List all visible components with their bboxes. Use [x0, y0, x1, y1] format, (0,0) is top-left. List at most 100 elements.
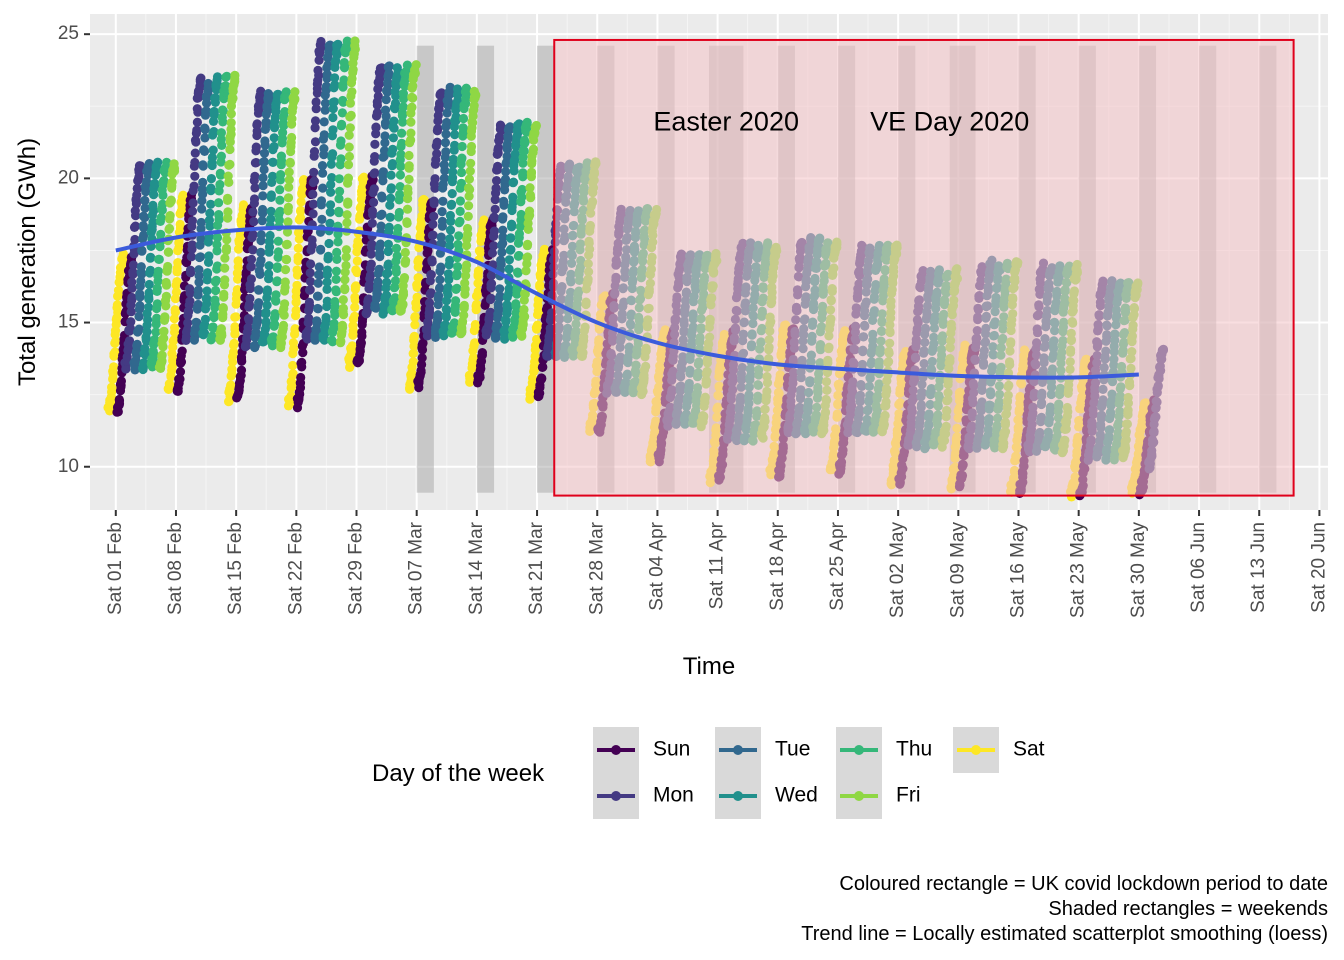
data-point: [246, 262, 256, 272]
data-point: [297, 357, 307, 367]
data-point: [326, 159, 336, 169]
data-point: [223, 171, 233, 181]
data-point: [269, 141, 279, 152]
data-point: [532, 334, 542, 344]
data-point: [159, 333, 169, 343]
data-point: [395, 189, 405, 200]
data-point: [273, 247, 283, 257]
data-point: [328, 149, 338, 159]
data-point: [311, 97, 321, 107]
data-point: [275, 206, 285, 216]
data-point: [411, 60, 421, 70]
data-point: [336, 154, 346, 164]
data-point: [256, 255, 266, 265]
data-point: [464, 191, 474, 201]
data-point: [395, 182, 405, 192]
data-point: [489, 226, 499, 236]
data-point: [340, 61, 350, 71]
data-point: [408, 93, 418, 103]
data-point: [259, 157, 269, 167]
data-point: [390, 276, 401, 286]
data-point: [312, 316, 322, 326]
data-point: [323, 60, 333, 70]
data-point: [187, 240, 197, 250]
data-point: [318, 183, 328, 193]
data-point: [430, 174, 440, 184]
data-point: [225, 159, 235, 169]
data-point: [198, 177, 208, 187]
data-point: [192, 318, 202, 328]
data-point: [192, 117, 202, 127]
data-point: [329, 322, 340, 332]
data-point: [384, 222, 394, 232]
data-point: [412, 280, 422, 290]
data-point: [383, 259, 393, 269]
data-point: [183, 324, 193, 334]
data-point: [470, 320, 480, 330]
data-point: [126, 307, 136, 317]
data-point: [109, 362, 119, 372]
data-point: [178, 198, 188, 208]
data-point: [278, 320, 289, 330]
data-point: [221, 243, 232, 253]
data-point: [214, 198, 224, 208]
data-point: [510, 149, 520, 159]
data-point: [486, 279, 497, 289]
data-point: [292, 265, 302, 275]
data-point: [341, 252, 351, 262]
data-point: [381, 95, 391, 105]
data-point: [250, 171, 260, 181]
data-point: [445, 210, 455, 221]
data-point: [137, 245, 147, 255]
data-point: [144, 159, 154, 169]
data-point: [319, 130, 329, 140]
data-point: [397, 111, 407, 121]
data-point: [519, 304, 529, 315]
data-point: [508, 178, 518, 188]
data-point: [310, 123, 320, 133]
data-point: [262, 285, 272, 295]
data-point: [412, 292, 422, 302]
data-point: [438, 196, 448, 206]
data-point: [106, 392, 116, 402]
data-point: [124, 336, 135, 346]
data-point: [455, 196, 465, 206]
data-point: [441, 147, 451, 157]
data-point: [382, 277, 392, 287]
data-point: [210, 93, 220, 103]
data-point: [352, 267, 362, 278]
data-point: [280, 277, 290, 287]
data-point: [322, 296, 332, 306]
data-point: [236, 365, 247, 375]
data-point: [225, 144, 235, 155]
data-point: [493, 321, 503, 331]
data-point: [371, 123, 381, 133]
data-point: [169, 335, 179, 345]
data-point: [196, 217, 206, 228]
data-point: [388, 144, 398, 154]
data-point: [536, 373, 547, 383]
data-point: [504, 264, 514, 274]
data-point: [369, 184, 379, 194]
data-point: [148, 217, 158, 227]
data-point: [408, 81, 418, 91]
data-point: [455, 216, 465, 226]
data-point: [172, 277, 182, 287]
data-point: [406, 103, 416, 113]
data-point: [313, 65, 323, 75]
data-point: [152, 299, 162, 309]
data-point: [530, 351, 540, 361]
data-point: [250, 183, 260, 193]
data-point: [208, 323, 218, 333]
data-point: [135, 301, 145, 311]
data-point: [126, 317, 136, 327]
data-point: [212, 239, 222, 250]
data-point: [144, 302, 154, 312]
data-point: [254, 285, 264, 295]
data-point: [508, 192, 518, 202]
data-point: [445, 82, 455, 92]
data-point: [282, 227, 293, 237]
data-point: [473, 278, 483, 288]
data-point: [372, 108, 382, 118]
data-point: [276, 151, 286, 161]
